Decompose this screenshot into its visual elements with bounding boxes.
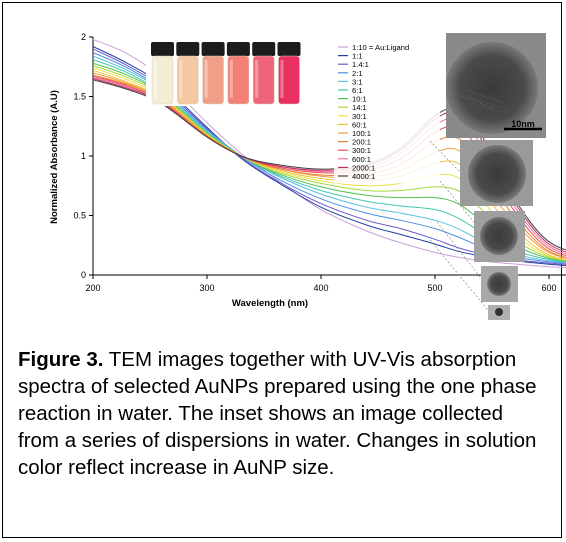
vial-cap [201,42,225,56]
y-tick-label: 1.5 [73,92,86,102]
legend-entry: 6:1 [352,86,363,95]
vial [151,55,174,105]
legend-entry: 14:1 [352,103,367,112]
vial-highlight [280,60,284,98]
vial-cap [151,42,174,56]
legend-entry: 3:1 [352,77,363,86]
y-tick-label: 0.5 [73,211,86,221]
y-tick-label: 2 [81,32,86,42]
vial-highlight [255,60,259,98]
vial-highlight [229,60,233,98]
vial [202,55,224,105]
series-line-5 [92,59,566,263]
legend-entry: 2:1 [352,69,363,78]
figure-caption: Figure 3. TEM images together with UV-Vi… [18,346,548,481]
tem-image-5 [488,305,510,320]
vial-photo-inset [146,40,308,106]
series-line-2 [92,48,566,265]
vial-cap [277,42,301,56]
vial-cap [252,42,276,56]
series-line-4 [92,55,566,263]
x-tick-label: 200 [85,283,100,293]
legend-entry: 30:1 [352,112,367,121]
scale-bar-label: 10nm [511,119,535,129]
series-line-0 [92,38,566,269]
tem-image-1: 10nm [446,33,546,138]
legend-entry: 300:1 [352,146,371,155]
y-axis: 0 0.5 1 1.5 2 [73,32,93,280]
x-tick-label: 600 [541,283,556,293]
vial [278,55,300,105]
legend-entry: 600:1 [352,155,371,164]
series-line-3 [92,52,566,264]
vial-highlight [204,60,208,98]
x-tick-label: 400 [313,283,328,293]
legend: 1:10 = Au:Ligand1:11.4:12:13:16:110:114:… [334,40,440,184]
legend-entry: 100:1 [352,129,371,138]
vial-highlight [179,60,183,98]
x-axis: 200300400500600700 [85,275,557,293]
tem-image-4 [481,266,518,302]
tem-image-3 [474,211,525,262]
figure-graphic: 200300400500600700 00.511.52 Wavelength … [49,32,566,320]
vial-highlight [154,60,157,98]
vial [227,55,250,105]
connector-lines [429,89,494,311]
x-axis-label: Wavelength (nm) [232,298,308,309]
legend-entry: 1:10 = Au:Ligand [352,43,409,52]
vial-cap [226,42,250,56]
legend-entry: 60:1 [352,120,367,129]
y-tick-label: 1 [81,151,86,161]
y-tick-label: 0 [81,270,86,280]
vial [177,55,199,105]
legend-entry: 4000:1 [352,172,375,181]
x-tick-label: 300 [199,283,214,293]
legend-entry: 200:1 [352,138,371,147]
legend-box [334,40,440,184]
x-tick-label: 500 [427,283,442,293]
caption-text: TEM images together with UV-Vis absorpti… [18,348,537,479]
legend-entry: 1:1 [352,52,363,61]
series-line-7 [92,65,566,261]
caption-label: Figure 3. [18,348,104,371]
series-line-1 [92,46,566,267]
vial-cap [176,42,200,56]
tem-images: 10nm [446,33,546,320]
legend-entry: 2000:1 [352,163,375,172]
vial [252,55,275,105]
tem-image-2 [460,140,533,206]
y-axis-label: Normalized Absorbance (A.U) [49,90,60,224]
legend-entry: 1.4:1 [352,60,369,69]
legend-entry: 10:1 [352,95,367,104]
